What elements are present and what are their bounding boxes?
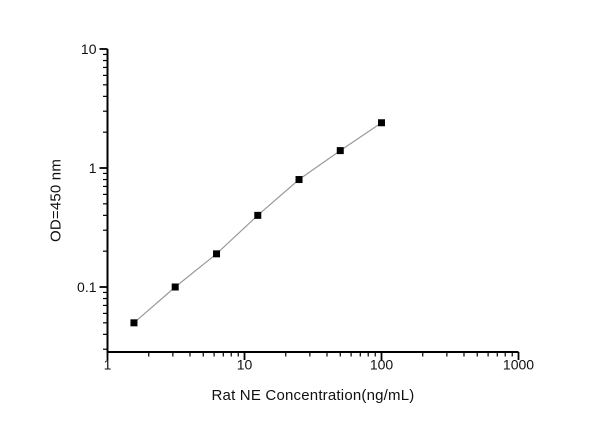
x-tick-label: 10 bbox=[237, 357, 253, 373]
y-tick-label: 10 bbox=[81, 41, 97, 57]
x-axis-title: Rat NE Concentration(ng/mL) bbox=[211, 387, 415, 404]
x-tick-label: 1 bbox=[104, 357, 112, 373]
standard-curve-line bbox=[133, 122, 382, 324]
y-tick-label: 0.1 bbox=[77, 279, 97, 295]
data-point-marker bbox=[295, 176, 303, 184]
data-point-marker bbox=[171, 283, 179, 291]
y-tick-label: 1 bbox=[89, 160, 97, 176]
data-point-marker bbox=[378, 119, 385, 127]
x-tick-label: 100 bbox=[370, 357, 394, 373]
data-point-marker bbox=[213, 250, 221, 258]
y-axis-title: OD=450 nm bbox=[47, 158, 65, 243]
data-point-marker bbox=[336, 147, 344, 155]
data-point-marker bbox=[130, 319, 138, 327]
x-tick-label: 1000 bbox=[503, 357, 534, 373]
data-point-marker bbox=[254, 211, 262, 219]
